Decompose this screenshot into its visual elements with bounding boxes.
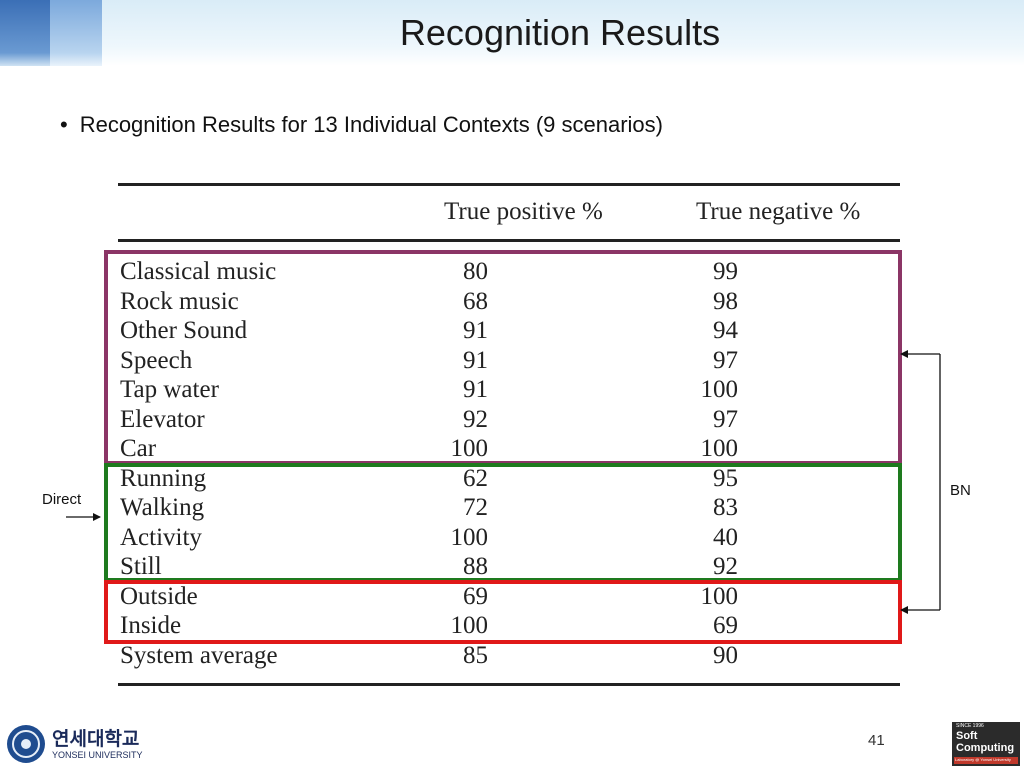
row-true-negative: 100 [700,376,739,403]
table-row: Running 62 95 [118,464,900,494]
row-true-positive: 80 [463,258,488,285]
bullet-item: • Recognition Results for 13 Individual C… [60,112,663,138]
row-label: System average [120,641,278,669]
table-row: Other Sound 91 94 [118,316,900,346]
direct-label: Direct [42,491,82,508]
row-label: Speech [120,346,193,374]
row-label: Classical music [120,258,277,285]
table-row: Walking 72 83 [118,493,900,523]
title-band-accent-light [50,0,102,66]
title-band [0,0,1024,66]
row-label: Running [120,464,207,492]
row-label: Car [120,435,157,462]
table-row: Activity 100 40 [118,523,900,553]
row-true-negative: 69 [713,612,738,639]
page-number: 41 [868,732,885,749]
row-true-positive: 72 [463,494,488,521]
yonsei-emblem-icon [7,725,45,763]
row-label: Inside [120,612,182,639]
row-true-negative: 94 [713,317,738,344]
row-true-negative: 98 [713,287,738,315]
row-true-negative: 92 [713,553,738,580]
logo-tagline: Laboratory @ Yonsei University [955,757,1011,762]
bullet-icon: • [60,112,68,137]
row-true-positive: 62 [463,464,488,492]
row-true-positive: 68 [463,287,488,315]
table-row: Car 100 100 [118,434,900,464]
slide-title: Recognition Results [399,12,721,53]
table-row: Outside 69 100 [118,582,900,612]
row-true-negative: 99 [713,258,738,285]
row-label: Still [120,553,162,580]
row-true-negative: 97 [713,346,738,374]
row-label: Walking [120,494,205,521]
results-table: True positive % True negative % Classica… [118,180,900,690]
yonsei-korean-name: 연세대학교 [52,728,140,750]
table-header-rule [118,239,900,242]
table-bottom-rule [118,683,900,686]
row-true-positive: 100 [450,523,489,551]
row-true-negative: 90 [713,641,738,669]
logo-computing: Computing [956,742,1015,754]
soft-computing-logo: SINCE 1996 Soft Computing Laboratory @ Y… [952,722,1020,766]
row-true-negative: 97 [713,405,738,433]
row-true-positive: 91 [463,376,488,403]
row-true-negative: 95 [713,464,738,492]
row-label: Other Sound [120,317,248,344]
bullet-text: Recognition Results for 13 Individual Co… [79,112,663,137]
table-row: System average 85 90 [118,641,900,671]
table-row: Classical music 80 99 [118,257,900,287]
row-true-negative: 40 [713,523,738,551]
row-true-negative: 83 [713,494,738,521]
row-true-positive: 100 [450,612,489,639]
yonsei-english-name: YONSEI UNIVERSITY [52,750,143,760]
row-true-positive: 69 [463,582,488,610]
yonsei-logo: 연세대학교 YONSEI UNIVERSITY [4,722,154,766]
row-label: Outside [120,582,198,610]
table-body: Classical music 80 99 Rock music 68 98 Other… [118,257,900,670]
logo-soft: Soft [956,730,978,742]
row-true-positive: 91 [463,317,488,344]
header-true-positive: True positive % [444,198,603,225]
logo-since: SINCE 1996 [956,723,984,729]
table-row: Inside 100 69 [118,611,900,641]
table-top-rule [118,183,900,186]
table-row: Tap water 91 100 [118,375,900,405]
row-true-negative: 100 [700,582,739,610]
bn-label: BN [950,482,971,499]
row-label: Rock music [120,287,239,315]
row-true-positive: 91 [463,346,488,374]
row-true-positive: 92 [463,405,488,433]
row-true-negative: 100 [700,435,739,462]
row-true-positive: 85 [463,641,488,669]
row-label: Activity [120,523,202,551]
title-band-accent-dark [0,0,50,66]
table-row: Elevator 92 97 [118,405,900,435]
table-row: Still 88 92 [118,552,900,582]
header-true-negative: True negative % [696,198,861,225]
table-row: Speech 91 97 [118,346,900,376]
row-true-positive: 100 [450,435,489,462]
table-row: Rock music 68 98 [118,287,900,317]
row-label: Tap water [120,376,219,403]
row-label: Elevator [120,405,205,433]
row-true-positive: 88 [463,553,488,580]
